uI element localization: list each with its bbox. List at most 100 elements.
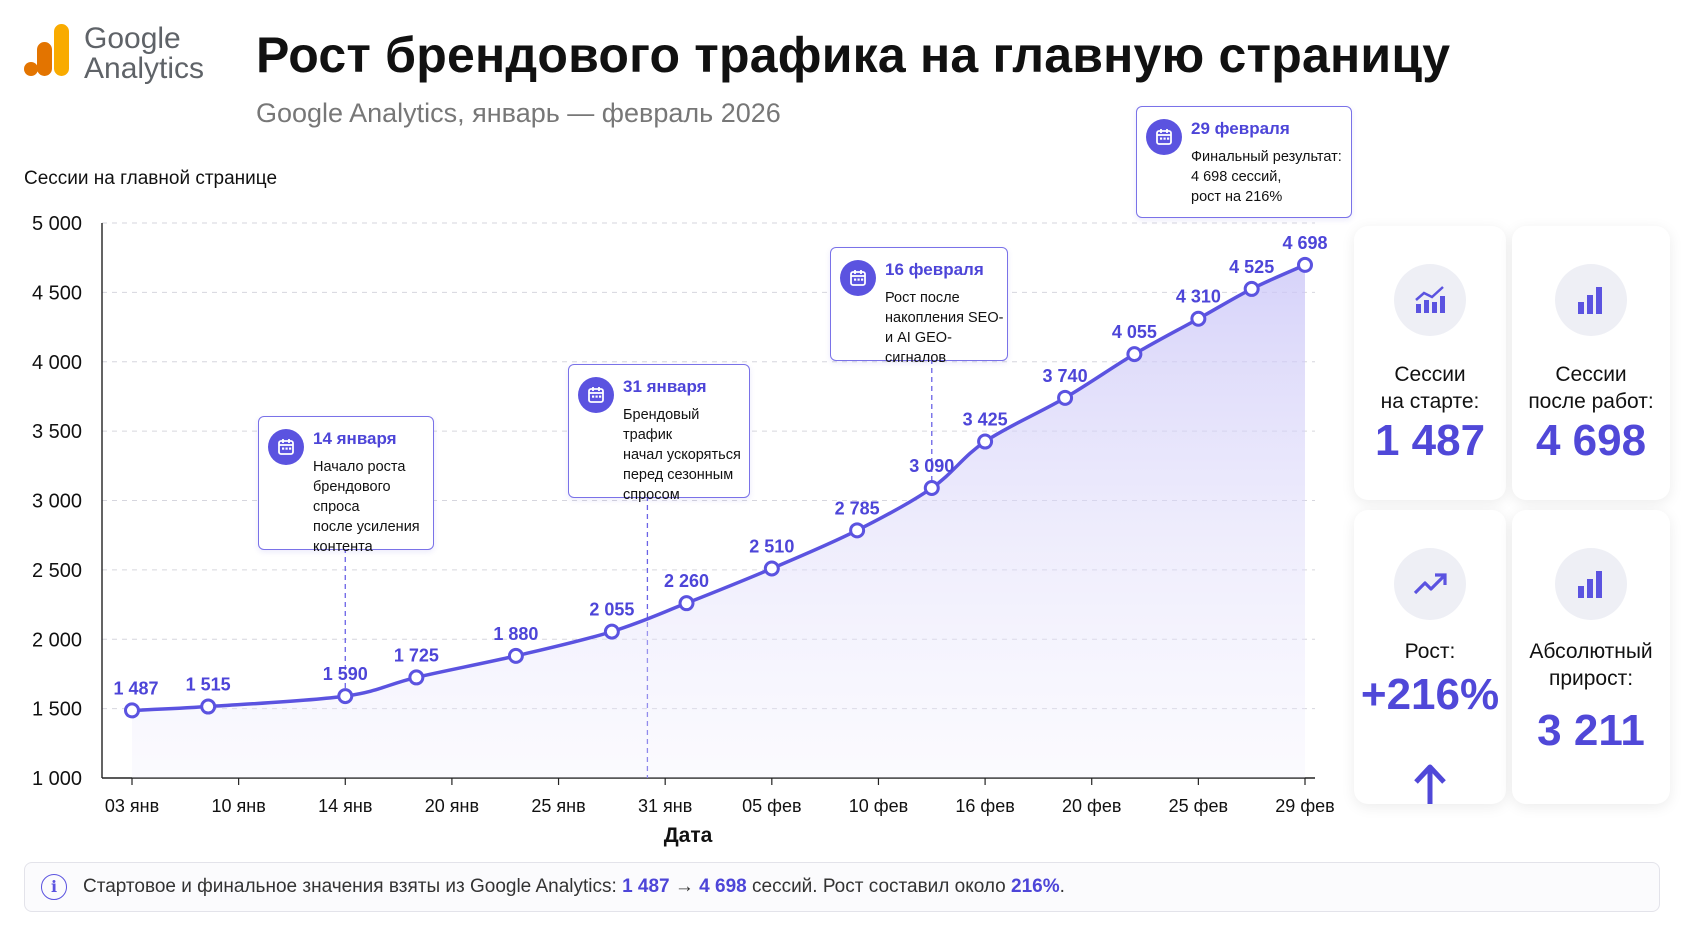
annotation-text-line: Рост после [885,290,960,306]
data-point [507,647,524,664]
logo-bar-mid [37,42,52,76]
x-tick-label: 20 фев [1062,796,1121,816]
data-point [1126,346,1143,363]
x-tick-label: 29 фев [1275,796,1334,816]
annotation-date: 14 января [313,429,397,448]
bar-chart-icon [1555,264,1627,336]
data-label: 3 740 [1043,366,1088,386]
data-point [977,433,994,450]
tick-labels: 1 000 1 500 2 000 2 500 3 000 3 500 4 000 4 500… [32,213,1335,816]
kpi-label-line: после работ: [1528,390,1654,413]
data-labels: 1 487 1 515 1 590 1 725 1 880 2 055 2 260 2 510… [113,233,1327,699]
data-point [849,522,866,539]
kpi-value: 3 211 [1537,706,1645,755]
annotation-text-line: начал ускоряться [623,447,741,463]
data-point [1297,256,1313,273]
kpi-label-line: прирост: [1548,667,1634,690]
x-tick-label: 05 фев [742,796,801,816]
annotation-date: 29 февраля [1191,119,1290,138]
annotation-text-line: спросом [623,487,680,503]
annotation-text: Рост после накопления SEO-и AI GEO-сигнал… [885,288,1007,368]
data-label: 4 310 [1176,287,1221,307]
y-tick-label: 1 000 [32,768,82,790]
kpi-card-after: Сессии после работ: 4 698 [1512,226,1670,500]
info-icon: i [41,874,67,900]
kpi-card-growth: Рост: +216% [1354,510,1506,804]
data-label: 3 090 [909,456,954,476]
data-point [1057,389,1074,406]
data-label: 3 425 [963,410,1008,430]
data-point [1190,310,1207,327]
footer-text-before: Стартовое и финальное значения взяты из … [83,876,623,897]
annotation-box: 29 февраля Финальный результат: 4 698 сесс… [1136,106,1352,218]
kpi-label-line: на старте: [1380,390,1480,413]
footer-note: i Стартовое и финальное значения взяты и… [24,862,1660,912]
data-point [763,560,780,577]
analytics-logo-icon [24,24,69,76]
x-tick-label: 14 янв [318,796,372,816]
data-label: 4 698 [1282,233,1327,253]
data-label: 2 260 [664,571,709,591]
data-point [408,669,425,686]
trending-up-icon [1394,548,1466,620]
annotation-box: 14 января Начало роста брендового спроса по… [258,416,434,555]
data-point [200,698,217,715]
data-label: 1 590 [323,664,368,684]
footer-text-middle: сессий. Рост составил около [746,876,1012,897]
annotation-date: 16 февраля [885,260,984,279]
footer-growth-pct: 216% [1011,876,1060,897]
kpi-label-line: Рост: [1404,640,1456,663]
data-label: 1 487 [113,678,158,698]
y-tick-label: 4 000 [32,352,82,374]
kpi-label-line: Сессии [1555,363,1627,386]
page-title: Рост брендового трафика на главную стран… [256,27,1451,83]
footer-start-value: 1 487 [622,876,670,897]
x-tick-label: 31 янв [638,796,692,816]
x-tick-label: 20 янв [425,796,479,816]
data-point [1243,280,1260,297]
annotation-text-line: брендового спроса [313,479,391,515]
arrow-up-icon [1414,764,1446,804]
kpi-value: 1 487 [1374,416,1486,465]
annotation-text-line: перед сезонным [623,467,734,483]
kpi-label: Абсолютный прирост: [1512,638,1670,692]
kpi-value: +216% [1360,670,1500,719]
data-label: 2 510 [749,536,794,556]
annotation-text-line: Брендовый трафик [623,407,700,443]
x-tick-label: 16 фев [955,796,1014,816]
y-tick-label: 5 000 [32,213,82,235]
data-point [923,480,940,497]
annotation-date: 31 января [623,377,707,396]
footer-arrow: → [669,876,700,897]
logo-bar-tall [54,24,69,76]
data-point [678,595,695,612]
data-label: 2 785 [835,498,880,518]
kpi-value: 4 698 [1535,416,1647,465]
data-label: 2 055 [589,600,634,620]
y-tick-label: 3 500 [32,421,82,443]
data-label: 4 525 [1229,257,1274,277]
annotation-text-line: Финальный результат: [1191,149,1342,165]
annotation-box: 31 января Брендовый трафик начал ускорятьс… [568,364,750,503]
series-line [131,263,1306,713]
kpi-label-line: Сессии [1394,363,1466,386]
annotation-text-line: рост на 216% [1191,189,1283,205]
x-tick-label: 25 фев [1169,796,1228,816]
footer-text: Стартовое и финальное значения взяты из … [83,876,1065,898]
annotation-text-line: Начало роста [313,459,406,475]
area-fill [132,264,1305,779]
annotation-text-line: контента [313,539,373,555]
calendar-icon [268,429,304,465]
kpi-card-start: Сессии на старте: 1 487 [1354,226,1506,500]
data-label: 1 880 [493,624,538,644]
kpi-label: Рост: [1354,638,1506,665]
logo-dot [24,62,38,76]
x-tick-label: 10 фев [849,796,908,816]
footer-text-after: . [1059,876,1065,897]
logo-word-analytics: Analytics [84,52,205,85]
data-point [337,688,354,705]
annotation-text-line: 4 698 сессий, [1191,169,1282,185]
annotation-text: Финальный результат: 4 698 сессий, рост на… [1191,147,1342,207]
annotation-box: 16 февраля Рост после накопления SEO-и AI … [830,247,1008,366]
